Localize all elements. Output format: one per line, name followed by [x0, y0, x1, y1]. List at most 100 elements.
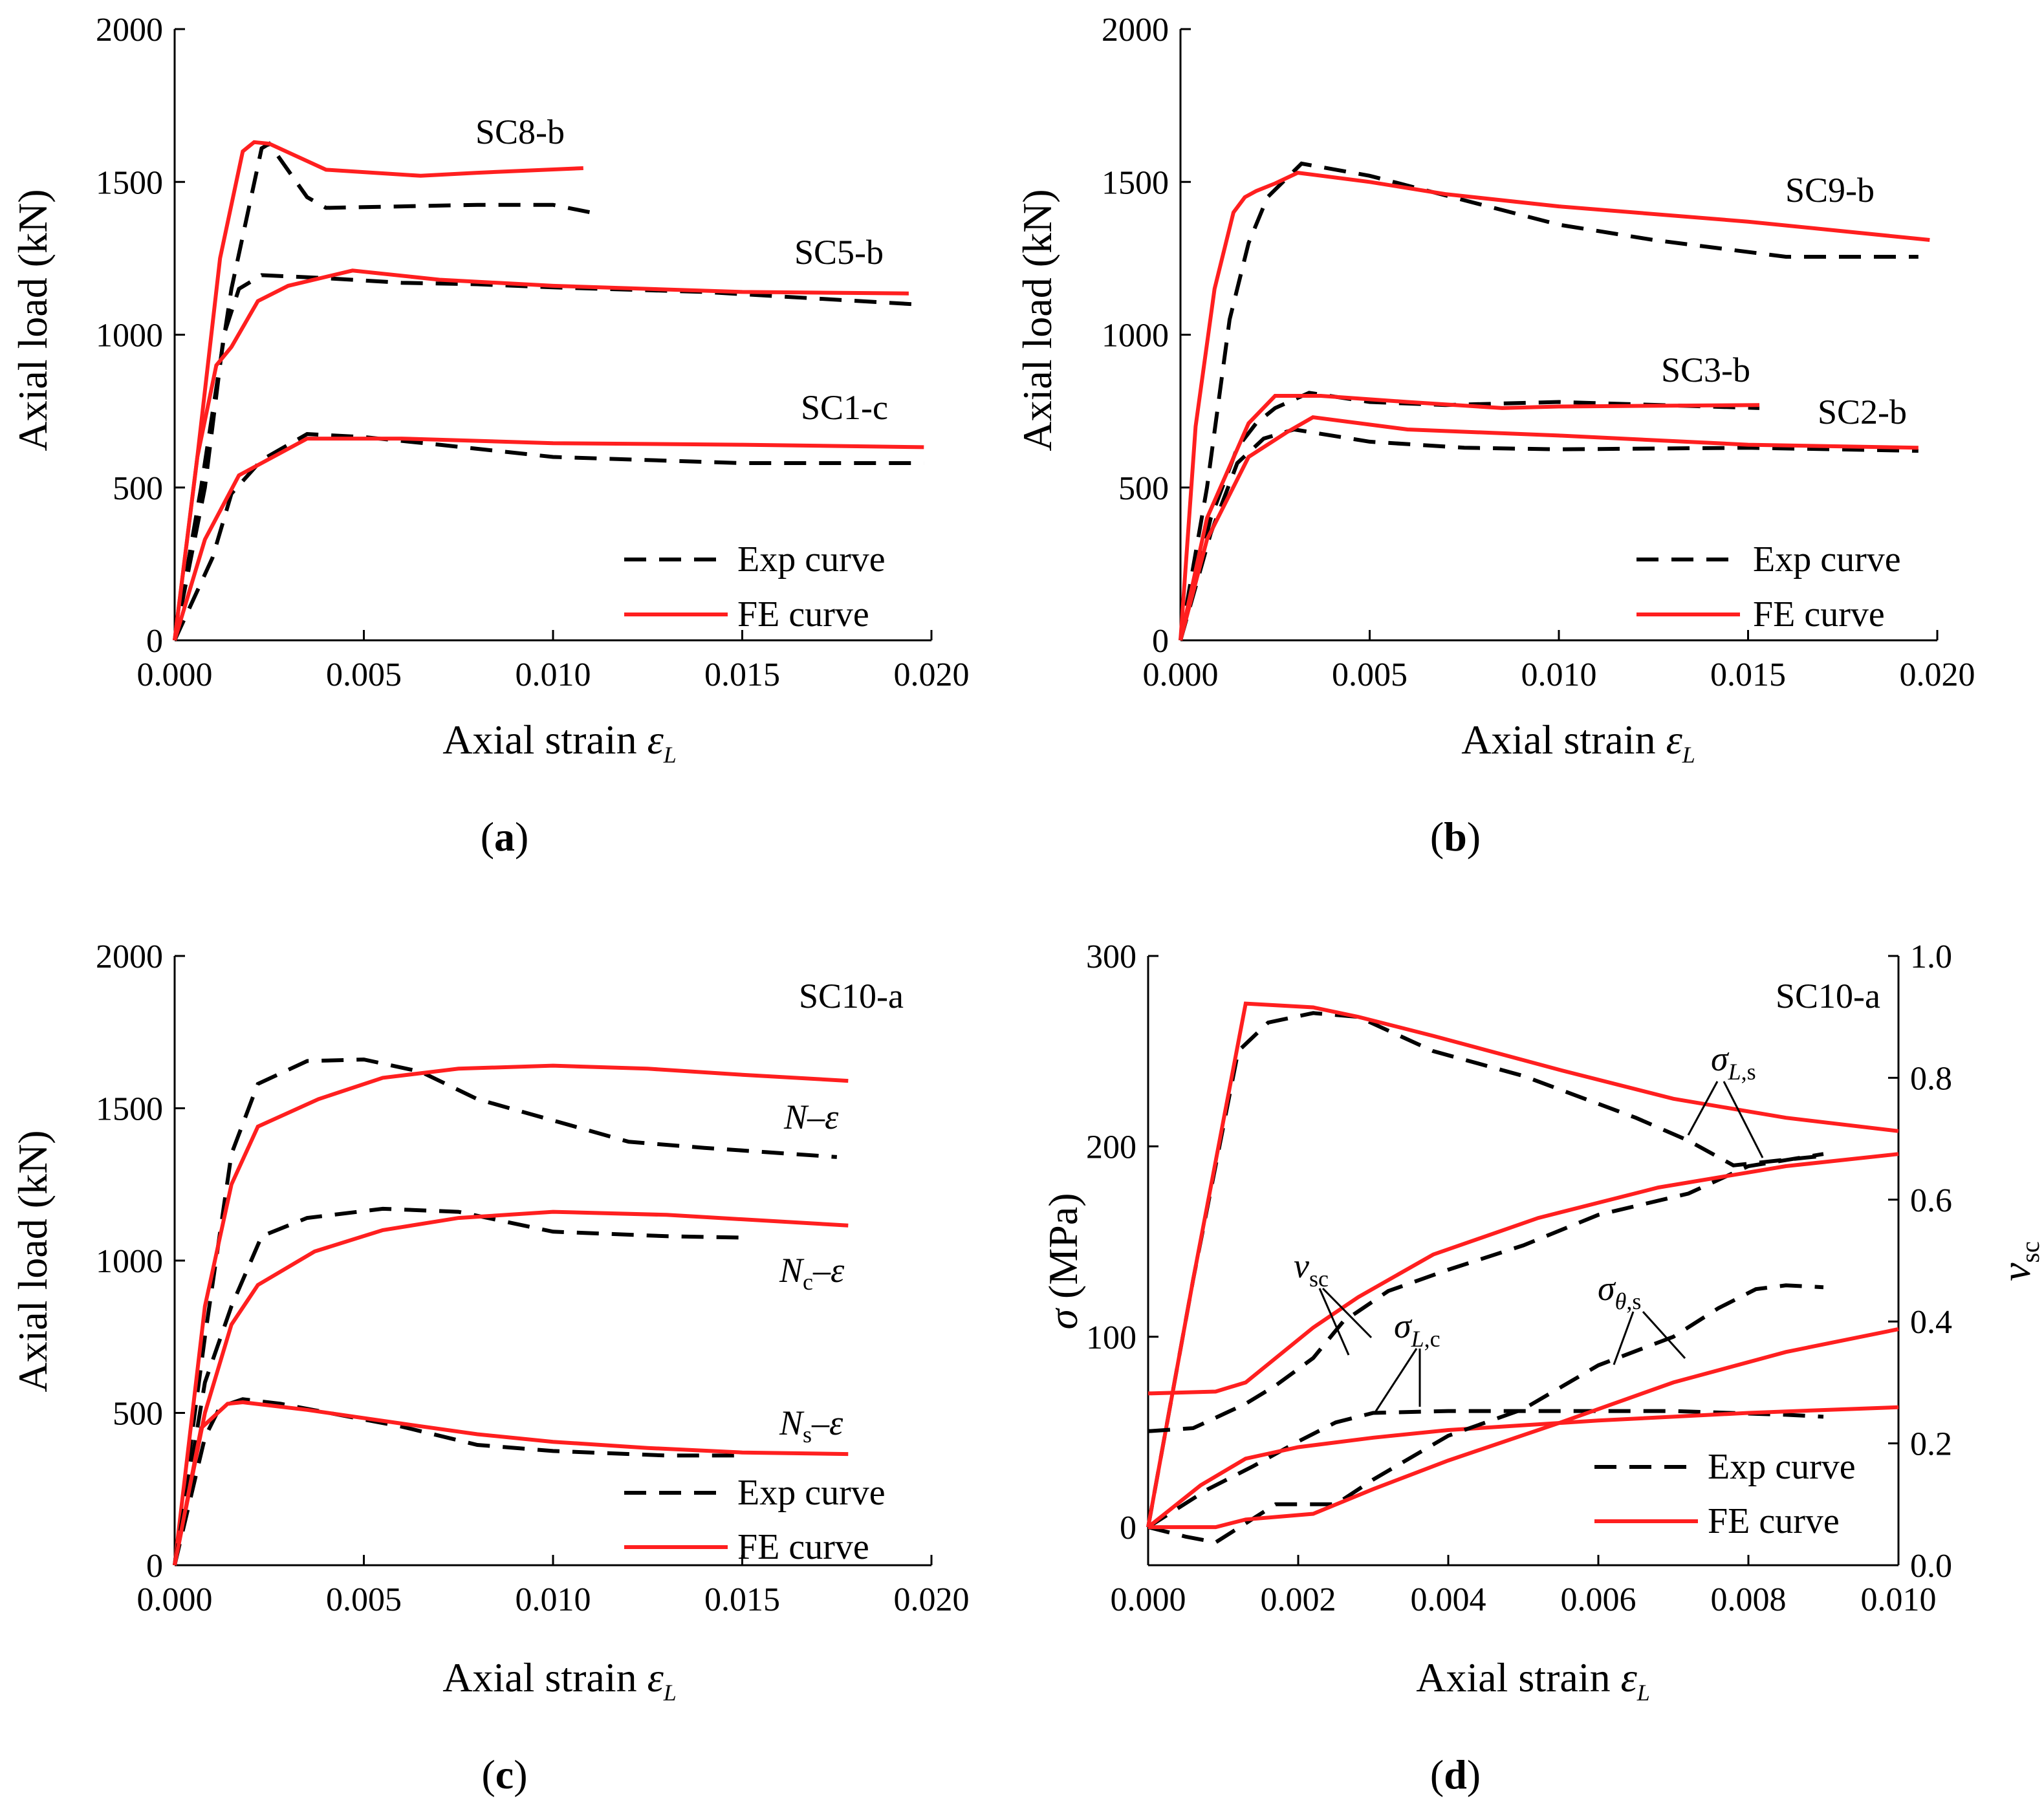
panel-b-legend-fe-label: FE curve	[1753, 594, 1885, 634]
panel-d-y2-tick-label: 0.0	[1910, 1548, 1952, 1585]
panel-a-exp-curve-sc5b	[173, 273, 913, 641]
panel-b-x-tick-label: 0.020	[1900, 656, 1975, 693]
panel-b-x-tick-label: 0.000	[1143, 656, 1219, 693]
panel-b-exp-curve-sc2b	[1179, 427, 1919, 641]
panel-c-ylabel: Axial load (kN)	[10, 1130, 56, 1392]
panel-a-exp-curve-sc1c	[173, 432, 924, 642]
panel-b-legend: Exp curve FE curve	[1636, 539, 1901, 634]
panel-d-leader-nu-a	[1321, 1287, 1373, 1339]
panel-c-fe-curve-ns	[173, 1400, 849, 1566]
panel-b-xlabel: Axial strain εL	[1461, 717, 1695, 768]
panel-d-exp-curve-s	[1147, 1283, 1824, 1545]
panel-a-y-tick-label: 500	[113, 470, 163, 507]
panel-d-y-tick-label: 100	[1086, 1319, 1136, 1356]
panel-d-label-sigma-thetas: σθ,s	[1598, 1269, 1641, 1314]
panel-a-legend-exp-label: Exp curve	[737, 539, 886, 580]
panel-d-y2-tick-label: 0.4	[1910, 1304, 1952, 1341]
panel-d-label-sc10a: SC10-a	[1776, 977, 1880, 1015]
panel-d-y2-tick-label: 0.6	[1910, 1182, 1952, 1219]
panel-a-curves	[173, 140, 924, 642]
panel-d-leader-sigma-ls-b	[1723, 1081, 1764, 1158]
panel-a-x-tick-label: 0.015	[704, 656, 780, 693]
panel-d-x-tick-label: 0.002	[1261, 1581, 1336, 1618]
panel-c-fe-curve-nc	[173, 1209, 849, 1566]
panel-b: 0.000 0.005 0.010 0.015 0.020 0 500 1000 1500 200…	[1014, 12, 1975, 860]
panel-a-fe-curve-sc5b	[173, 268, 909, 641]
panel-b-letter: (b)	[1430, 814, 1481, 860]
panel-b-exp-curve-sc9b	[1179, 161, 1919, 641]
panel-a-axes: 0.000 0.005 0.010 0.015 0.020 0 500 1000 1500 200…	[96, 12, 970, 693]
panel-c-y-tick-label: 2000	[96, 938, 163, 975]
panel-c-axes: 0.000 0.005 0.010 0.015 0.020 0 500 1000 1500 200…	[96, 938, 970, 1618]
panel-d-exp-curve-lc	[1147, 1409, 1824, 1529]
panel-d-label-nu-sc: νsc	[1294, 1246, 1329, 1292]
panel-b-fe-curve-sc3b	[1179, 394, 1760, 641]
panel-b-x-tick-label: 0.015	[1710, 656, 1786, 693]
panel-d-x-tick-label: 0.010	[1861, 1581, 1937, 1618]
panel-c-y-tick-label: 1500	[96, 1091, 163, 1128]
panel-b-y-tick-label: 1000	[1102, 318, 1169, 354]
panel-b-ylabel: Axial load (kN)	[1014, 189, 1060, 451]
panel-a-letter: (a)	[481, 814, 529, 860]
panel-a-x-tick-label: 0.005	[326, 656, 402, 693]
panel-d-y2-tick-label: 0.8	[1910, 1060, 1952, 1097]
panel-b-legend-exp-label: Exp curve	[1753, 539, 1901, 580]
panel-c-x-tick-label: 0.005	[326, 1581, 402, 1618]
panel-a-xlabel: Axial strain εL	[442, 717, 677, 768]
panel-c-curves	[173, 1057, 849, 1566]
panel-b-y-tick-label: 500	[1118, 470, 1169, 507]
panel-c-label-ns: Ns–ε	[779, 1404, 843, 1448]
panel-a-x-tick-label: 0.010	[516, 656, 591, 693]
panel-c-y-tick-label: 500	[113, 1396, 163, 1433]
panel-d-leader-ts-b	[1642, 1310, 1686, 1360]
panel-d-ylabel: σ (MPa)	[1040, 1193, 1086, 1329]
panel-a-label-sc8b: SC8-b	[475, 113, 565, 151]
panel-c: 0.000 0.005 0.010 0.015 0.020 0 500 1000 1500 200…	[10, 938, 970, 1797]
panel-c-y-tick-label: 1000	[96, 1243, 163, 1280]
panel-c-legend-fe-label: FE curve	[737, 1527, 869, 1567]
panel-c-xlabel: Axial strain εL	[442, 1654, 677, 1706]
panel-c-exp-curve-n	[173, 1057, 838, 1566]
panel-d-legend-fe-label: FE curve	[1708, 1501, 1840, 1541]
panel-c-label-sc10a: SC10-a	[799, 977, 904, 1015]
panel-a-y-tick-label: 0	[146, 623, 163, 660]
panel-d-letter: (d)	[1430, 1751, 1481, 1797]
panel-d-fe-curve-ls	[1146, 1001, 1899, 1528]
panel-d: 0.000 0.002 0.004 0.006 0.008 0.010 0 100 200 300…	[1040, 938, 2044, 1797]
panel-b-fe-curve-sc2b	[1179, 415, 1919, 641]
panel-b-x-tick-label: 0.010	[1521, 656, 1597, 693]
panel-d-axes: 0.000 0.002 0.004 0.006 0.008 0.010 0 100 200 300…	[1086, 938, 1952, 1618]
panel-c-exp-curve-ns	[173, 1397, 743, 1566]
panel-c-letter: (c)	[481, 1751, 527, 1797]
panel-b-exp-curve-sc3b	[1179, 391, 1760, 641]
panel-b-label-sc3b: SC3-b	[1661, 351, 1750, 389]
panel-c-x-tick-label: 0.015	[704, 1581, 780, 1618]
panel-d-leader-ts-a	[1613, 1311, 1635, 1365]
panel-d-legend-exp-label: Exp curve	[1708, 1447, 1856, 1487]
panel-a-ylabel: Axial load (kN)	[10, 189, 56, 451]
panel-a-label-sc5b: SC5-b	[794, 233, 884, 272]
panel-c-legend-exp-label: Exp curve	[737, 1473, 886, 1513]
panel-b-y-tick-label: 0	[1152, 623, 1169, 660]
panel-a-y-tick-label: 1000	[96, 318, 163, 354]
panel-b-y-tick-label: 2000	[1102, 12, 1169, 49]
panel-d-y2label: νsc	[1993, 1241, 2044, 1281]
panel-a-y-tick-label: 2000	[96, 12, 163, 49]
panel-a-y-tick-label: 1500	[96, 164, 163, 201]
panel-d-leader-nu-b	[1318, 1288, 1350, 1356]
panel-d-label-sigma-lc: σL,c	[1394, 1307, 1441, 1352]
panel-c-x-tick-label: 0.010	[516, 1581, 591, 1618]
panel-d-label-sigma-ls: σL,s	[1711, 1039, 1756, 1085]
panel-d-y-tick-label: 200	[1086, 1129, 1136, 1166]
panel-c-fe-curve-n	[173, 1063, 849, 1566]
panel-d-leader-lc-a	[1373, 1348, 1418, 1414]
panel-d-y2-tick-label: 0.2	[1910, 1426, 1952, 1463]
panel-b-x-tick-label: 0.005	[1332, 656, 1408, 693]
panel-a-label-sc1c: SC1-c	[801, 388, 888, 427]
panel-b-axes: 0.000 0.005 0.010 0.015 0.020 0 500 1000 1500 200…	[1102, 12, 1975, 693]
panel-b-fe-curve-sc9b	[1179, 171, 1930, 641]
panel-d-fe-curve-sc	[1147, 1152, 1899, 1396]
panel-c-x-tick-label: 0.020	[894, 1581, 970, 1618]
panel-d-fe-curve-s	[1148, 1327, 1899, 1530]
